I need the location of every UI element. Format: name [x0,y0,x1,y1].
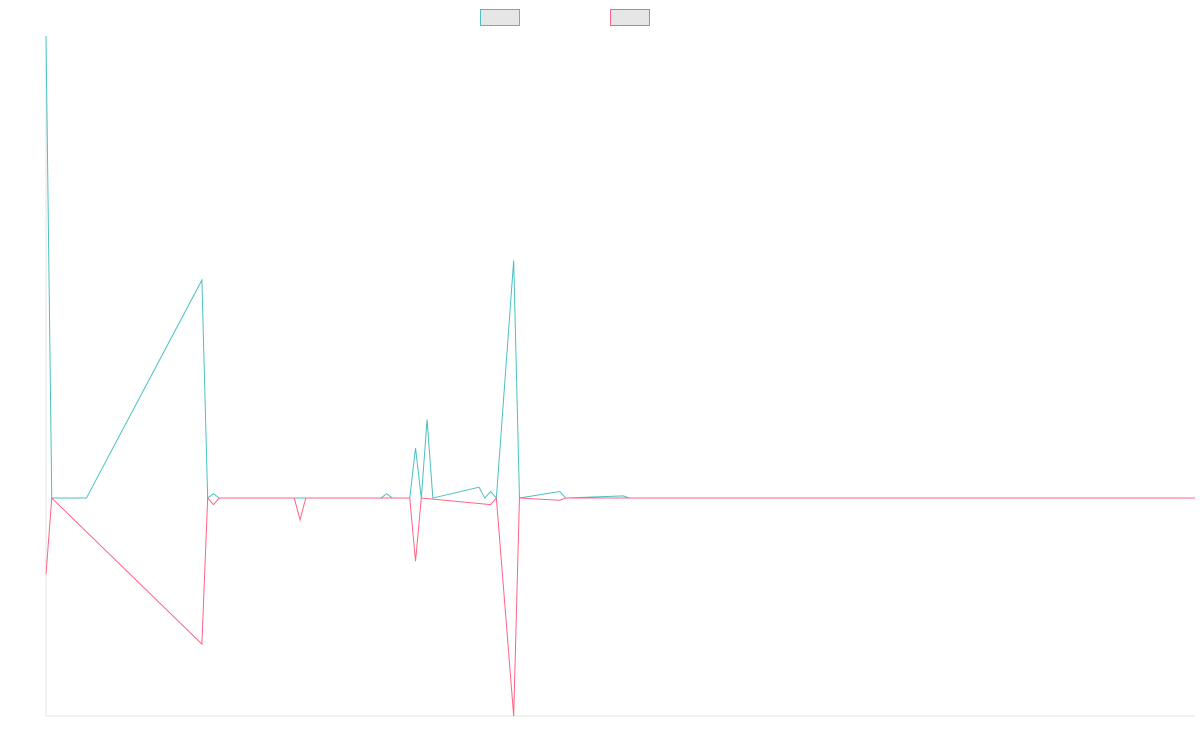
series-b [45,496,1195,717]
legend-swatch-series-b [610,9,650,26]
legend-swatch-series-a [480,9,520,26]
series-a [45,35,1195,500]
axes [45,36,1195,717]
series-line-a [45,35,1195,500]
legend-item-series-a[interactable] [480,9,526,26]
series-line-b [45,496,1195,717]
series-layer [45,35,1195,717]
legend [480,9,656,26]
legend-item-series-b[interactable] [610,9,656,26]
